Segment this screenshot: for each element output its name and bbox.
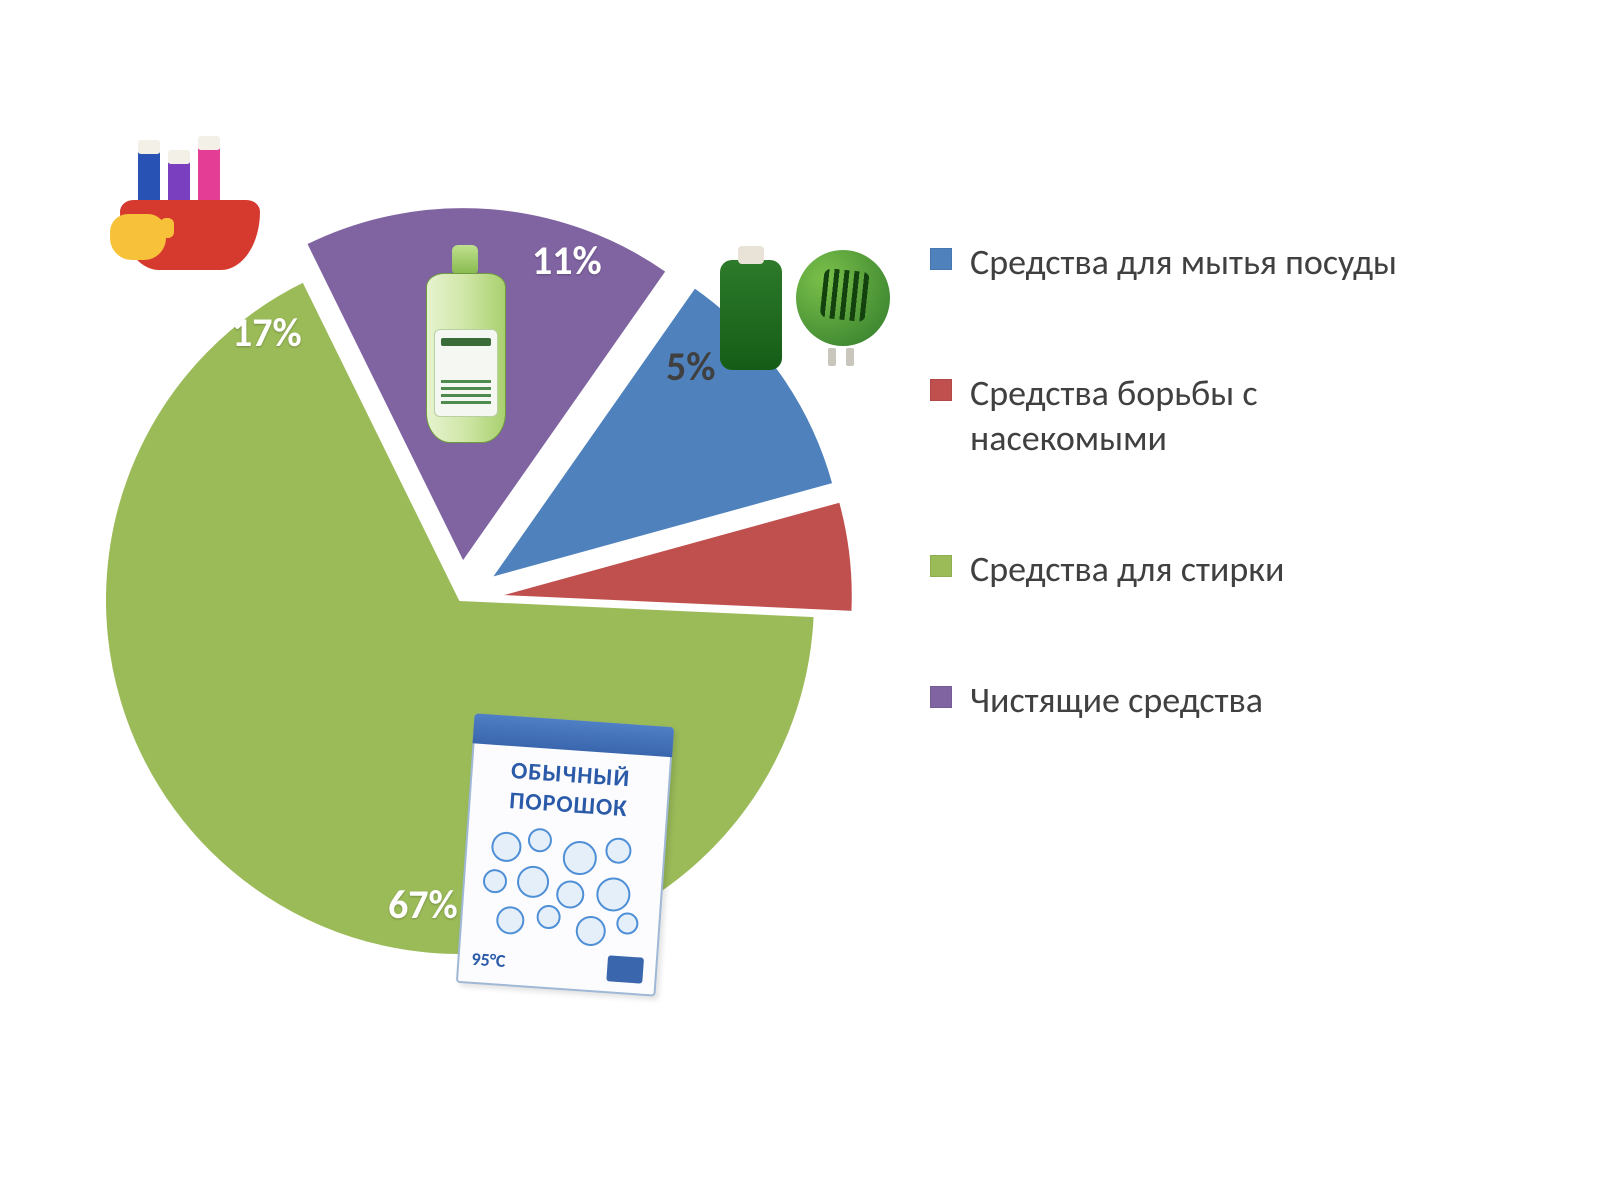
legend-swatch: [930, 555, 952, 577]
legend-label: Средства борьбы с насекомыми: [970, 371, 1450, 461]
legend-swatch: [930, 686, 952, 708]
legend-label: Чистящие средства: [970, 678, 1263, 723]
legend-item: Средства борьбы с насекомыми: [930, 371, 1490, 461]
pie-label-dish: 11%: [532, 236, 602, 285]
dish-soap-icon: [420, 245, 510, 445]
legend-item: Чистящие средства: [930, 678, 1490, 723]
legend-item: Средства для мытья посуды: [930, 240, 1490, 285]
legend-swatch: [930, 248, 952, 270]
legend-label: Средства для стирки: [970, 547, 1284, 592]
legend-label: Средства для мытья посуды: [970, 240, 1397, 285]
insect-repellent-icon: [720, 250, 890, 380]
pie-label-clean: 17%: [232, 308, 302, 357]
pie-label-insect: 5%: [666, 342, 715, 391]
legend-item: Средства для стирки: [930, 547, 1490, 592]
legend-swatch: [930, 379, 952, 401]
detergent-box-icon: ОБЫЧНЫЙ ПОРОШОК 95°C: [456, 713, 674, 996]
chart-stage: ОБЫЧНЫЙ ПОРОШОК 95°C 11% 5% 67% 17% Средств…: [0, 0, 1600, 1200]
pie-label-laundry: 67%: [388, 880, 458, 929]
cleaning-products-icon: [110, 140, 270, 270]
legend: Средства для мытья посуды Средства борьбы…: [930, 240, 1490, 809]
detergent-temp: 95°C: [471, 948, 506, 972]
